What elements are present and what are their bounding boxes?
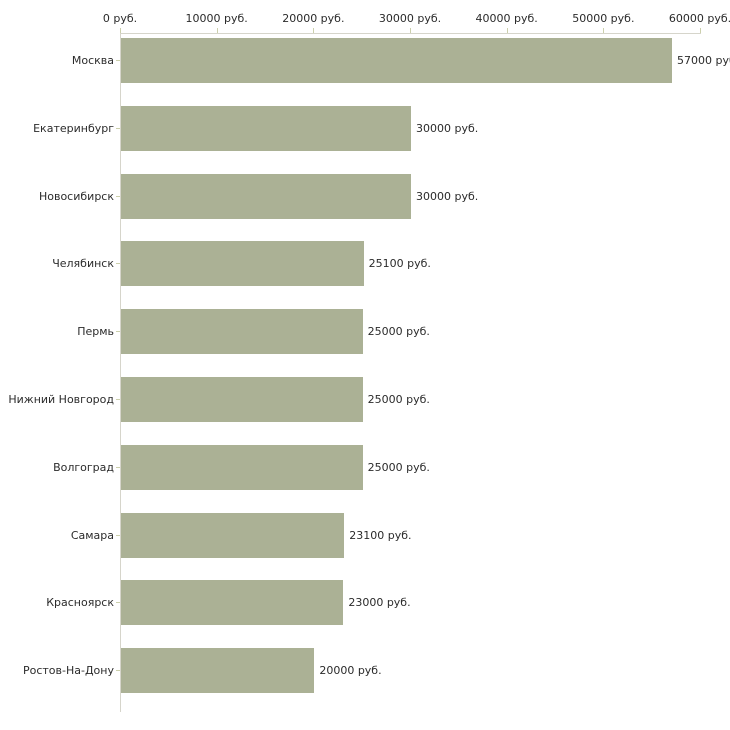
category-label: Красноярск bbox=[46, 596, 114, 610]
x-axis-tick-label: 20000 руб. bbox=[282, 12, 345, 25]
y-axis-tick bbox=[116, 670, 120, 672]
bar bbox=[121, 648, 315, 694]
y-axis-tick bbox=[116, 466, 120, 468]
y-axis-tick bbox=[116, 331, 120, 333]
x-axis-tick-label: 50000 руб. bbox=[572, 12, 635, 25]
bar bbox=[121, 173, 411, 219]
category-label: Екатеринбург bbox=[33, 121, 114, 135]
category-label: Самара bbox=[70, 528, 114, 542]
category-label: Ростов-На-Дону bbox=[22, 664, 114, 678]
x-axis-tick bbox=[700, 28, 701, 33]
bar bbox=[121, 241, 364, 287]
x-axis-tick bbox=[216, 28, 218, 33]
category-label: Новосибирск bbox=[38, 189, 114, 203]
x-axis-tick bbox=[120, 28, 121, 33]
chart-row: Красноярск 23000 руб. bbox=[46, 576, 701, 644]
category-label: Волгоград bbox=[53, 460, 114, 474]
x-axis-tick-label: 10000 руб. bbox=[185, 12, 248, 25]
y-axis-tick bbox=[116, 127, 120, 129]
category-label: Пермь bbox=[77, 325, 114, 339]
bar bbox=[121, 38, 672, 83]
y-axis-tick bbox=[116, 195, 120, 197]
chart-row: Нижний Новгород 25000 руб. bbox=[8, 373, 701, 441]
chart-row: Волгоград 25000 руб. bbox=[53, 441, 701, 509]
y-axis-tick bbox=[116, 534, 120, 536]
bar bbox=[121, 105, 411, 151]
chart-row: Новосибирск 30000 руб. bbox=[39, 170, 701, 238]
x-axis-tick-label: 0 руб. bbox=[102, 12, 138, 25]
category-label: Москва bbox=[71, 54, 114, 67]
bar bbox=[121, 580, 344, 626]
bar bbox=[121, 444, 363, 490]
x-axis-tick bbox=[410, 28, 411, 33]
chart-row: Ростов-На-Дону 20000 руб. bbox=[23, 644, 701, 712]
x-axis-tick bbox=[603, 28, 605, 33]
value-label: 25000 руб. bbox=[367, 460, 430, 474]
chart-row: Пермь 25000 руб. bbox=[77, 305, 701, 373]
value-label: 23000 руб. bbox=[348, 596, 411, 610]
y-axis-tick bbox=[116, 263, 120, 265]
plot-area: Москва 57000 руб. Екатеринбург 30000 руб… bbox=[8, 28, 730, 712]
x-axis-tick-label: 40000 руб. bbox=[475, 12, 538, 25]
x-axis-tick-label: 60000 руб. bbox=[668, 12, 730, 25]
bar bbox=[121, 376, 363, 422]
chart-row: Екатеринбург 30000 руб. bbox=[33, 102, 701, 170]
category-label: Челябинск bbox=[52, 257, 114, 271]
x-axis-tick bbox=[313, 28, 315, 33]
y-axis-tick bbox=[116, 60, 120, 61]
value-label: 25100 руб. bbox=[368, 257, 431, 271]
value-label: 57000 руб. bbox=[677, 54, 730, 67]
value-label: 23100 руб. bbox=[349, 528, 412, 542]
category-label: Нижний Новгород bbox=[8, 392, 114, 406]
x-axis: 0 руб. 10000 руб. 20000 руб. 30000 руб. 4000… bbox=[0, 0, 730, 33]
chart-row: Самара 23100 руб. bbox=[71, 509, 701, 577]
value-label: 25000 руб. bbox=[367, 325, 430, 339]
y-axis-tick bbox=[116, 602, 120, 604]
bar bbox=[121, 512, 345, 558]
y-axis-tick bbox=[116, 398, 120, 400]
x-axis-tick bbox=[506, 28, 508, 33]
value-label: 30000 руб. bbox=[416, 121, 479, 135]
value-label: 20000 руб. bbox=[319, 664, 382, 678]
value-label: 25000 руб. bbox=[367, 392, 430, 406]
value-label: 30000 руб. bbox=[416, 189, 479, 203]
x-axis-tick-label: 30000 руб. bbox=[378, 12, 442, 25]
bar bbox=[121, 309, 363, 355]
chart-row: Москва 57000 руб. bbox=[72, 34, 730, 102]
chart-row: Челябинск 25100 руб. bbox=[52, 237, 701, 305]
